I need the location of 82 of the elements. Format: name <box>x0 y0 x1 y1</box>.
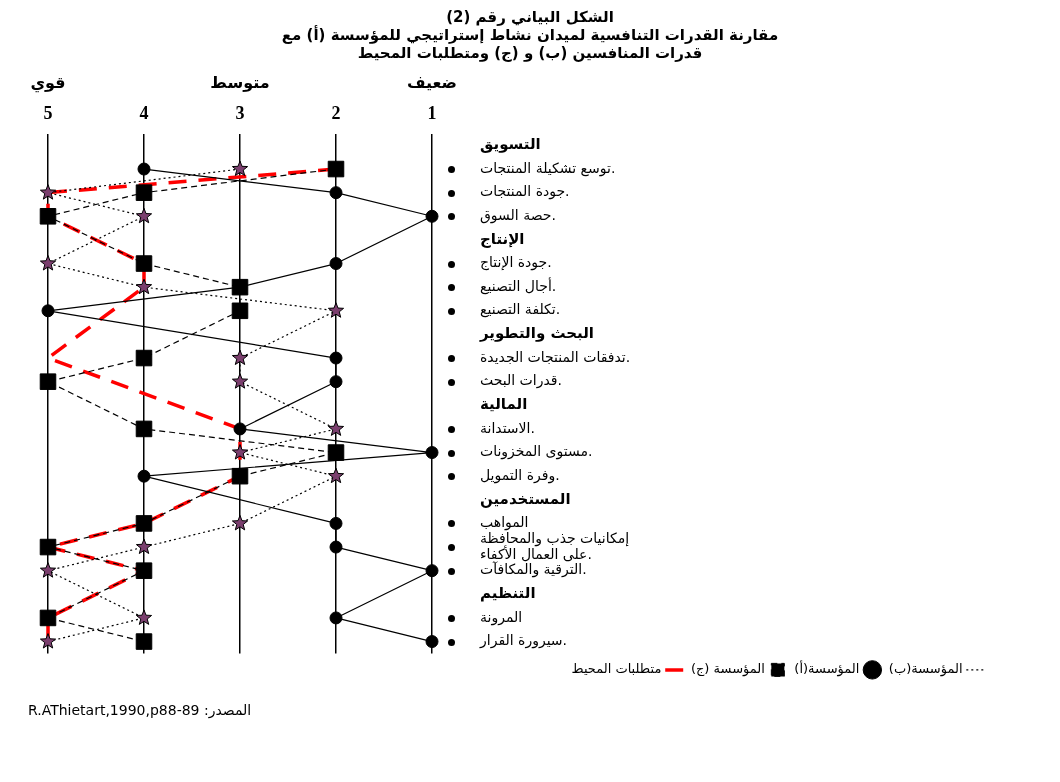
x-tick-label: 1 <box>427 103 437 124</box>
x-tick-label: 4 <box>139 103 149 124</box>
x-tick-label: 3 <box>235 103 245 124</box>
legend-label: المؤسسة (ج) <box>690 661 765 678</box>
point <box>327 302 345 318</box>
point <box>329 257 343 271</box>
text: ضعيف <box>406 73 458 93</box>
x-tick-label: 2 <box>331 103 341 124</box>
point <box>135 515 153 532</box>
y-tick-label: الاستدانة. <box>480 419 535 436</box>
point <box>425 635 439 649</box>
y-tick-label: الترقية والمكافآت. <box>480 561 587 579</box>
point <box>135 278 153 295</box>
y-tick-label: التسويق <box>480 135 541 154</box>
point <box>329 611 343 625</box>
point <box>135 562 153 579</box>
point <box>231 302 249 320</box>
y-tick-label: الإنتاج <box>480 229 525 248</box>
point <box>135 609 153 625</box>
y-tick-label: المالية <box>480 395 528 414</box>
point <box>233 422 247 436</box>
point <box>329 351 343 365</box>
point <box>135 349 153 367</box>
point <box>137 469 151 483</box>
y-tick-label: المرونة <box>480 608 523 626</box>
text: قوي <box>30 73 66 94</box>
text: متوسط <box>210 73 270 93</box>
point <box>39 538 57 556</box>
y-tick-label: جودة الإنتاج. <box>480 254 552 272</box>
y-tick-label: أجال التصنيع. <box>480 276 557 295</box>
point <box>135 207 153 224</box>
point <box>329 540 343 554</box>
point <box>327 467 345 484</box>
point <box>231 160 249 177</box>
point <box>231 373 249 389</box>
y-tick-label: تدفقات المنتجات الجديدة. <box>480 348 631 365</box>
point <box>425 209 439 223</box>
text: مقارنة القدرات التنافسية لميدان نشاط إستراتيجي للمؤسسة (أ) مع قدرات المنافسين (ب) و (ج) ومتطلبات المحيط <box>280 26 780 62</box>
point <box>135 255 153 272</box>
text: الشكل البياني رقم (2) <box>445 8 615 26</box>
text: المصدر: R.AThietart,1990,p88-89 <box>27 702 253 718</box>
point <box>135 538 153 555</box>
point <box>39 562 57 578</box>
point <box>231 467 249 485</box>
legend-label: متطلبات المحيط <box>571 661 662 677</box>
y-tick-label: تكلفة التصنيع. <box>480 301 561 319</box>
point <box>41 304 55 318</box>
point <box>135 184 153 201</box>
y-tick-label: توسع تشكيلة المنتجات. <box>480 159 616 177</box>
point <box>327 160 345 178</box>
point <box>39 184 57 200</box>
point <box>135 633 153 650</box>
point <box>327 420 345 436</box>
y-tick-label: مستوى المخزونات. <box>480 443 593 461</box>
point <box>231 444 249 460</box>
y-tick-label: جودة المنتجات. <box>480 183 570 201</box>
point <box>135 420 153 438</box>
point <box>39 208 57 225</box>
y-tick-label: المواهب <box>480 514 529 532</box>
point <box>425 446 439 460</box>
point <box>329 186 343 200</box>
point <box>329 516 343 530</box>
y-tick-label: التنظيم <box>480 584 536 603</box>
point <box>231 349 249 366</box>
point <box>231 514 249 531</box>
legend-label: المؤسسة(أ) <box>794 660 860 678</box>
point <box>39 609 57 627</box>
point <box>329 375 343 389</box>
point <box>425 564 439 578</box>
y-tick-label: البحث والتطوير <box>479 324 595 343</box>
point <box>39 633 57 649</box>
y-tick-label: قدرات البحث. <box>480 372 562 390</box>
y-tick-label: المستخدمين <box>480 489 571 508</box>
y-tick-label: حصة السوق. <box>480 206 556 224</box>
point <box>137 162 151 176</box>
y-tick-label: وفرة التمويل. <box>480 466 560 484</box>
point <box>39 373 57 390</box>
x-tick-label: 5 <box>43 103 53 124</box>
y-tick-label: سيرورة القرار. <box>479 632 568 650</box>
point <box>327 444 345 461</box>
point <box>39 255 57 271</box>
legend-label: المؤسسة(ب) <box>888 661 963 678</box>
